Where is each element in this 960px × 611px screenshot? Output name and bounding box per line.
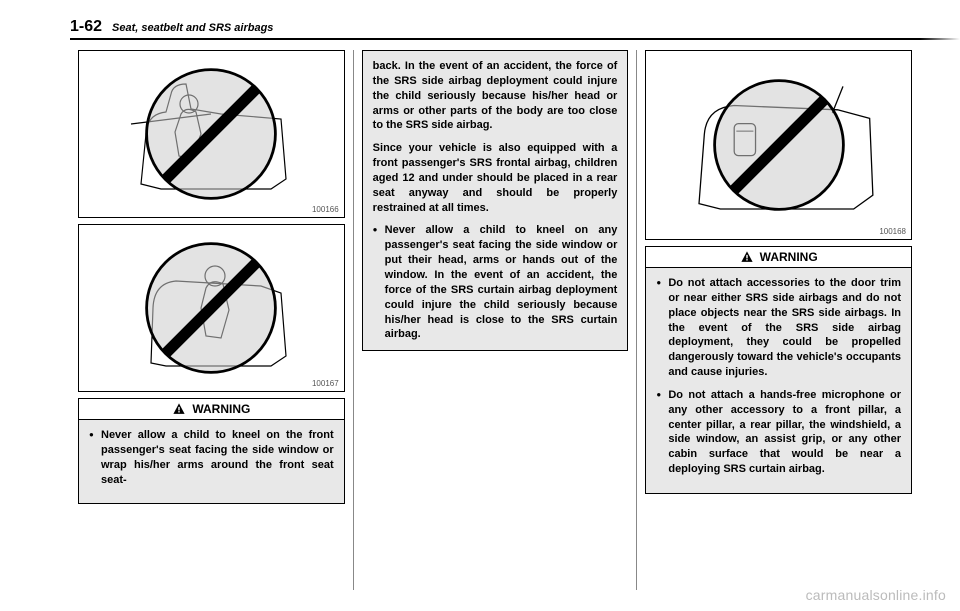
page-number: 1-62 — [70, 18, 102, 36]
page-header: 1-62 Seat, seatbelt and SRS airbags — [70, 18, 920, 40]
prohibit-icon — [141, 238, 281, 378]
content-columns: 100166 100167 — [70, 50, 920, 590]
figure-id: 100168 — [879, 227, 906, 236]
warning-triangle-icon — [172, 402, 186, 416]
manual-page: 1-62 Seat, seatbelt and SRS airbags — [0, 0, 960, 611]
figure-id: 100166 — [312, 205, 339, 214]
warning-bullet: Do not attach a hands-free microphone or… — [668, 388, 901, 477]
figure-id: 100167 — [312, 379, 339, 388]
prohibit-icon — [141, 64, 281, 204]
warning-paragraph: Since your vehicle is also equipped with… — [373, 141, 618, 215]
warning-triangle-icon — [740, 250, 754, 264]
watermark: carmanualsonline.info — [806, 587, 946, 603]
prohibit-icon — [709, 75, 849, 215]
figure-accessory-on-seat: 100168 — [645, 50, 912, 240]
warning-body: Do not attach accessories to the door tr… — [645, 268, 912, 494]
warning-bullet: Never allow a child to kneel on the fron… — [101, 428, 334, 487]
warning-body: Never allow a child to kneel on the fron… — [78, 420, 345, 504]
warning-header: WARNING — [645, 246, 912, 268]
column-3: 100168 WARNING Do not attach accessories… — [636, 50, 920, 590]
warning-continuation: back. In the event of an accident, the f… — [362, 50, 629, 351]
figure-child-kneeling-rear: 100167 — [78, 224, 345, 392]
warning-paragraph: back. In the event of an accident, the f… — [373, 59, 618, 133]
warning-bullet: Do not attach accessories to the door tr… — [668, 276, 901, 380]
warning-label: WARNING — [760, 250, 818, 264]
column-1: 100166 100167 — [70, 50, 353, 590]
warning-header: WARNING — [78, 398, 345, 420]
warning-label: WARNING — [192, 402, 250, 416]
section-title: Seat, seatbelt and SRS airbags — [112, 22, 273, 34]
warning-bullet: Never allow a child to kneel on any pass… — [385, 223, 618, 342]
figure-child-kneeling-front: 100166 — [78, 50, 345, 218]
column-2: back. In the event of an accident, the f… — [353, 50, 637, 590]
